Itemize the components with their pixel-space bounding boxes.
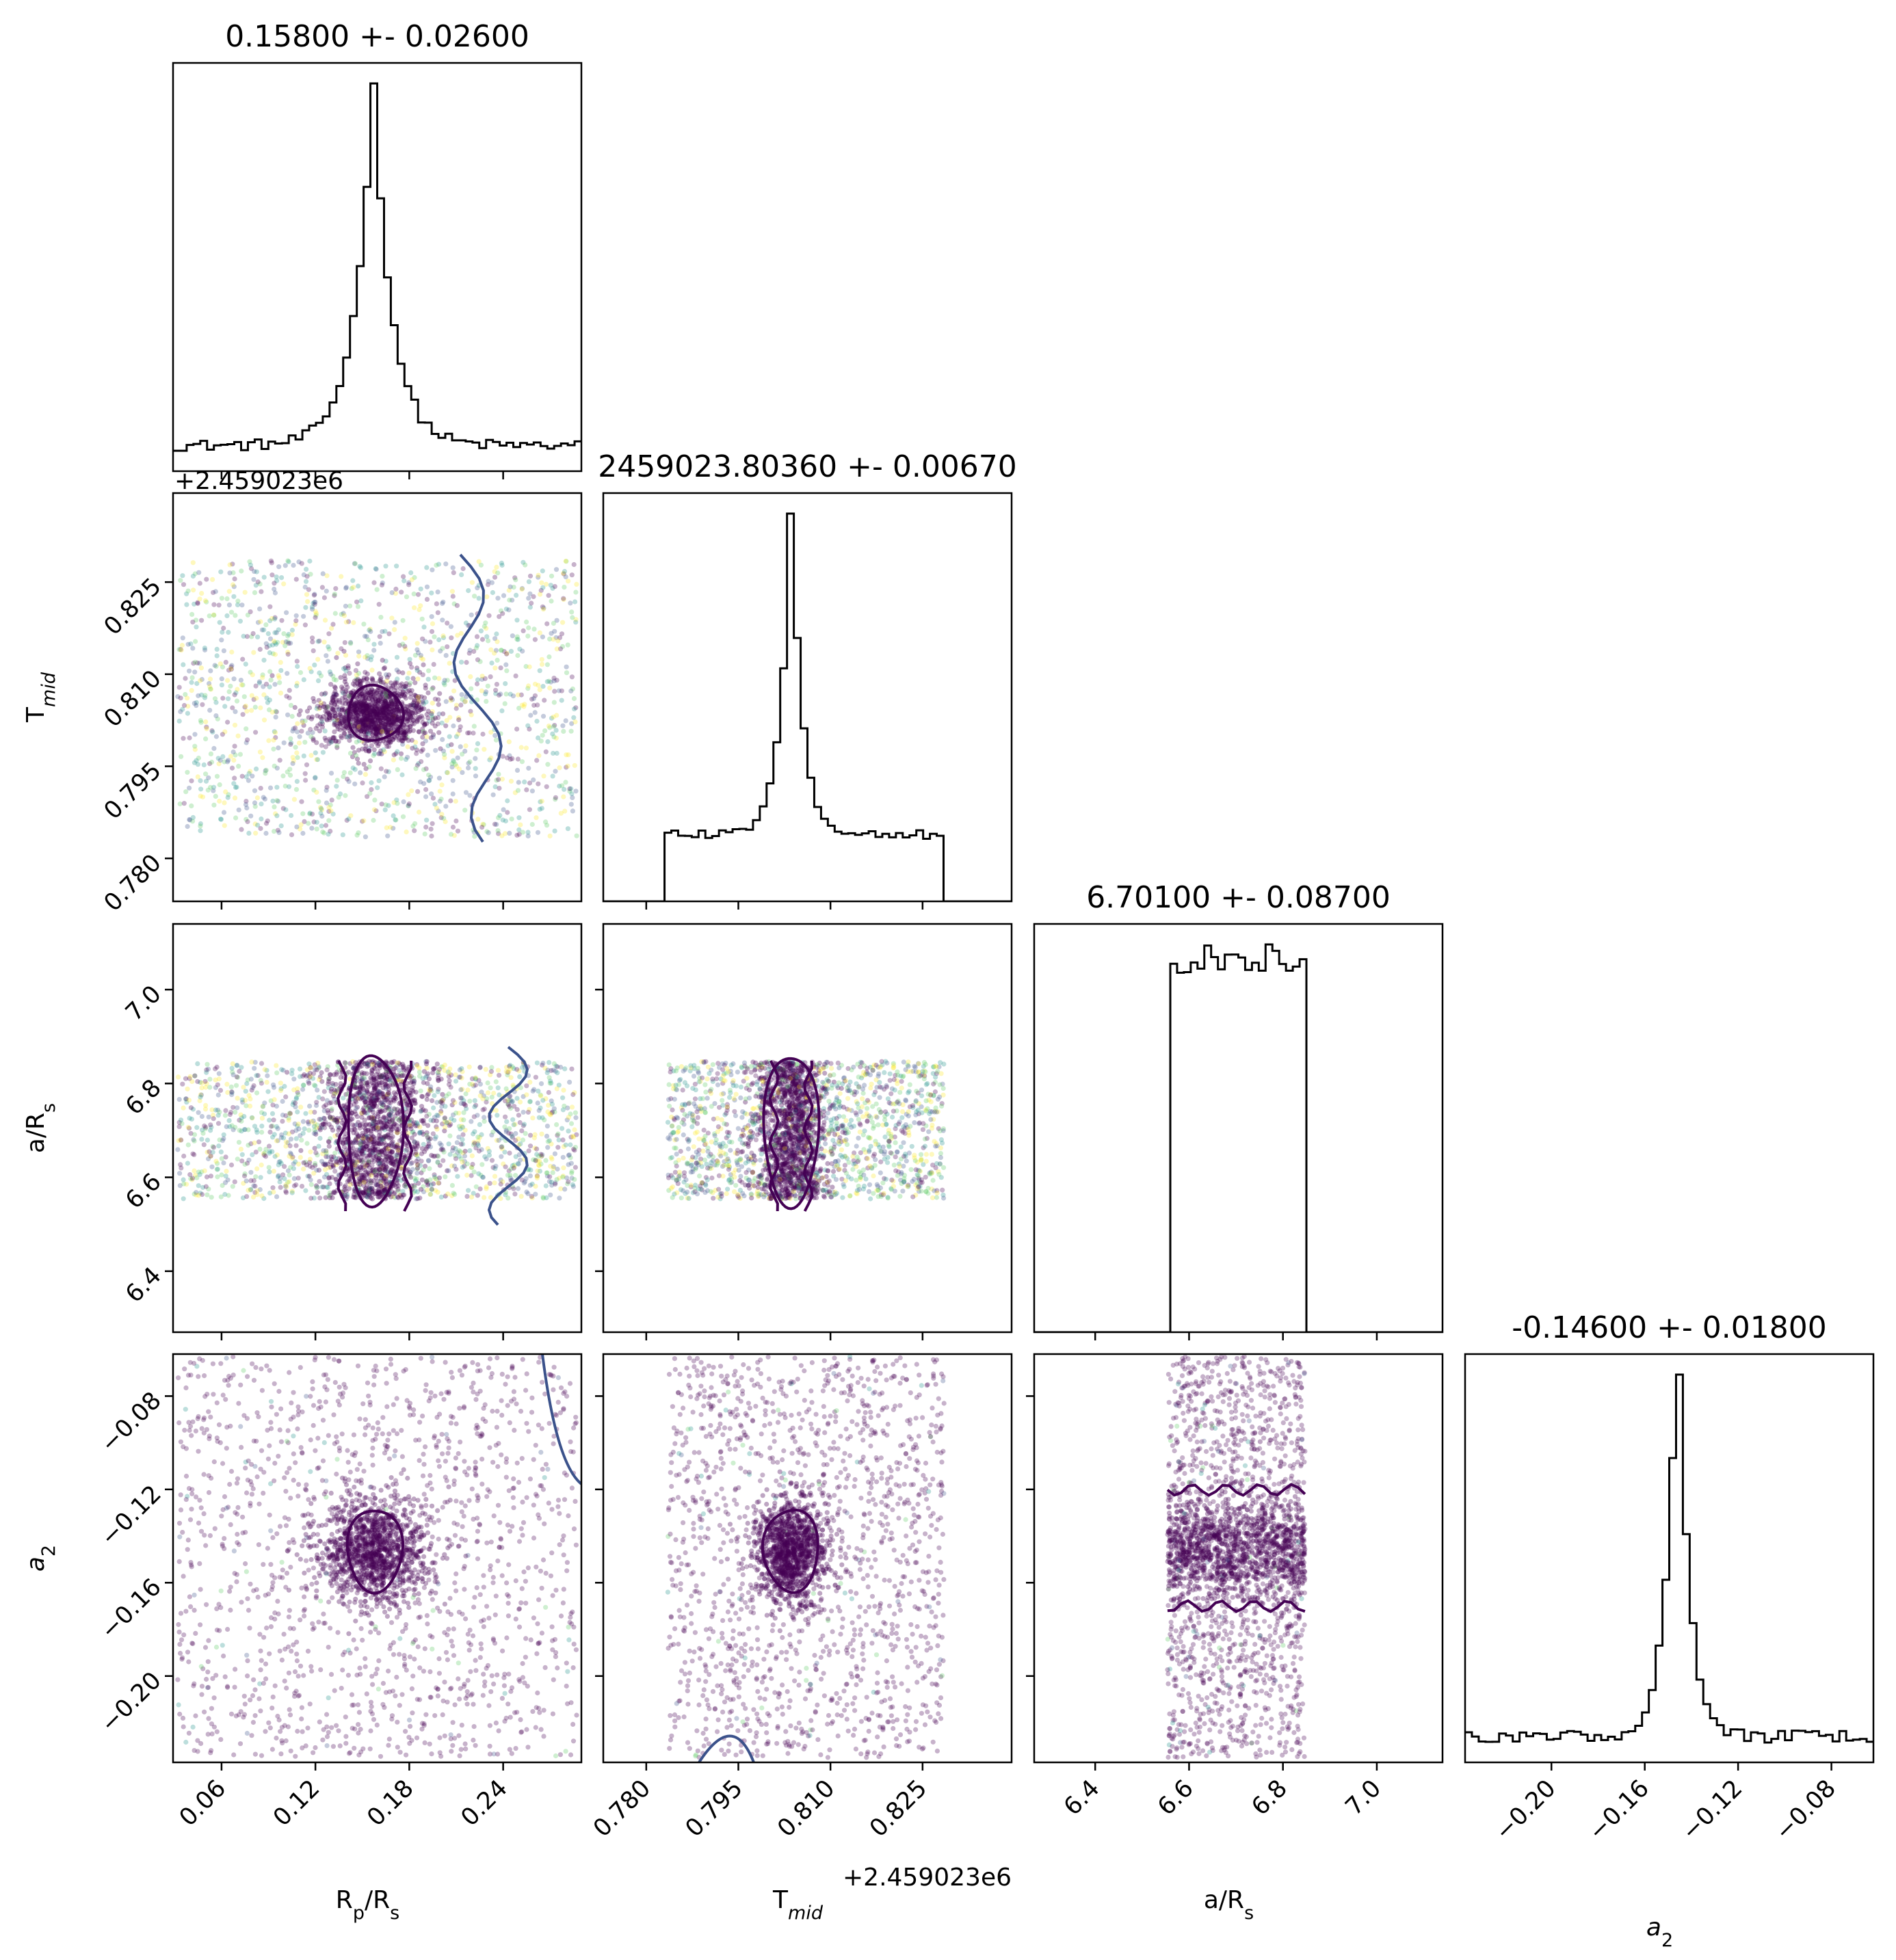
x-tick-label: 6.4 xyxy=(1059,1775,1105,1821)
x-tick-label: 0.780 xyxy=(588,1775,656,1842)
scatter-points xyxy=(175,1059,579,1202)
x-axis-label-tmid: Tmid xyxy=(772,1886,824,1924)
y-tick-label: 0.810 xyxy=(99,665,167,732)
ticks xyxy=(165,1395,504,1771)
y-tick-label: 6.8 xyxy=(120,1074,167,1121)
panel-frame xyxy=(602,1353,1013,1764)
scatter-panel-rp-tmid xyxy=(165,492,583,910)
contour-band xyxy=(1167,1599,1306,1613)
histogram-rp xyxy=(173,82,581,452)
ticks xyxy=(165,581,504,910)
hist-panel-a2: -0.14600 +- 0.01800 xyxy=(1464,1310,1875,1771)
ticks xyxy=(165,988,504,1340)
ticks xyxy=(595,988,924,1340)
scatter-points xyxy=(175,558,579,840)
contour-inner xyxy=(762,1057,821,1210)
scatter-panel-ars-a2 xyxy=(1026,1353,1444,1771)
axis-offset-text: +2.459023e6 xyxy=(843,1864,1012,1892)
panel-frame xyxy=(172,62,583,473)
y-tick-label: 6.4 xyxy=(120,1262,167,1308)
contour-band xyxy=(802,1060,814,1212)
panel-frame xyxy=(602,923,1013,1334)
x-tick-label: 0.825 xyxy=(865,1775,932,1842)
panel-title-ars: 6.70100 +- 0.08700 xyxy=(1086,880,1391,915)
hist-panel-tmid: 2459023.80360 +- 0.00670 xyxy=(598,449,1017,910)
ticks xyxy=(1550,1762,1832,1771)
histogram-tmid xyxy=(603,512,1012,901)
histogram-a2 xyxy=(1465,1373,1873,1744)
ticks xyxy=(595,1395,924,1771)
x-tick-label: 6.8 xyxy=(1246,1775,1293,1821)
panel-frame xyxy=(1464,1353,1875,1764)
panel-title-rp: 0.15800 +- 0.02600 xyxy=(225,19,529,54)
x-tick-label: 6.6 xyxy=(1153,1775,1199,1821)
panel-title-a2: -0.14600 +- 0.01800 xyxy=(1512,1310,1827,1345)
histogram-ars xyxy=(1034,943,1443,1332)
scatter-points xyxy=(1165,1354,1308,1760)
x-tick-label: 0.810 xyxy=(772,1775,840,1842)
ticks xyxy=(220,471,504,479)
x-tick-label: 0.18 xyxy=(362,1775,419,1831)
y-tick-label: 7.0 xyxy=(120,981,167,1027)
panel-frame xyxy=(172,923,583,1334)
contour-outer xyxy=(698,1734,755,1762)
contour-inner xyxy=(345,1509,405,1595)
y-axis-label-a2: a2 xyxy=(22,1545,60,1572)
x-tick-label: 0.24 xyxy=(456,1775,513,1831)
ticks xyxy=(645,901,924,910)
contour-band xyxy=(768,1060,780,1212)
scatter-points xyxy=(665,1354,947,1760)
x-tick-label: −0.12 xyxy=(1676,1775,1748,1846)
scatter-panel-rp-ars xyxy=(165,923,583,1340)
contour-outer xyxy=(487,1046,529,1226)
contour-band xyxy=(1166,1483,1306,1497)
panel-frame xyxy=(1033,1353,1444,1764)
y-tick-label: 0.795 xyxy=(99,757,167,825)
panel-title-tmid: 2459023.80360 +- 0.00670 xyxy=(598,449,1017,484)
scatter-panel-rp-a2 xyxy=(165,1353,583,1771)
y-tick-label: 0.780 xyxy=(99,849,167,917)
y-tick-label: −0.08 xyxy=(96,1387,167,1458)
axis-offset-text: +2.459023e6 xyxy=(174,467,343,495)
x-tick-label: 0.12 xyxy=(268,1775,325,1831)
x-tick-label: −0.20 xyxy=(1490,1775,1561,1846)
contour-band xyxy=(337,1060,348,1212)
ticks xyxy=(1094,1332,1378,1340)
scatter-panel-tmid-ars xyxy=(595,923,1013,1340)
x-tick-label: −0.08 xyxy=(1770,1775,1841,1846)
y-tick-label: 0.825 xyxy=(99,573,167,641)
hist-panel-rp: 0.15800 +- 0.02600 xyxy=(172,19,583,479)
scatter-points xyxy=(175,1354,579,1759)
x-axis-label-rp: Rp/Rs xyxy=(336,1886,399,1924)
scatter-panel-tmid-a2 xyxy=(595,1353,1013,1771)
contour-inner xyxy=(347,1054,406,1209)
x-tick-label: −0.16 xyxy=(1583,1775,1655,1846)
y-tick-label: −0.20 xyxy=(96,1667,167,1738)
x-tick-label: 0.06 xyxy=(174,1775,231,1831)
panel-frame xyxy=(172,1353,583,1764)
contour-outer xyxy=(452,553,503,843)
x-tick-label: 0.795 xyxy=(681,1775,748,1842)
contour-inner xyxy=(761,1509,819,1594)
contour-inner xyxy=(347,683,406,742)
y-axis-label-tmid: Tmid xyxy=(22,672,60,723)
y-axis-label-ars: a/Rs xyxy=(22,1103,60,1153)
hist-panel-ars: 6.70100 +- 0.08700 xyxy=(1033,880,1444,1340)
panel-frame xyxy=(172,492,583,903)
y-tick-label: 6.6 xyxy=(120,1168,167,1215)
panel-frame xyxy=(602,492,1013,903)
x-axis-label-ars: a/Rs xyxy=(1204,1886,1254,1924)
x-tick-label: 7.0 xyxy=(1341,1775,1387,1821)
y-tick-label: −0.16 xyxy=(96,1574,167,1645)
contour-band xyxy=(402,1060,414,1212)
ticks xyxy=(1026,1395,1378,1771)
contour-outer xyxy=(541,1354,581,1485)
y-tick-label: −0.12 xyxy=(96,1480,167,1551)
panel-frame xyxy=(1033,923,1444,1334)
x-axis-label-a2: a2 xyxy=(1646,1913,1673,1951)
